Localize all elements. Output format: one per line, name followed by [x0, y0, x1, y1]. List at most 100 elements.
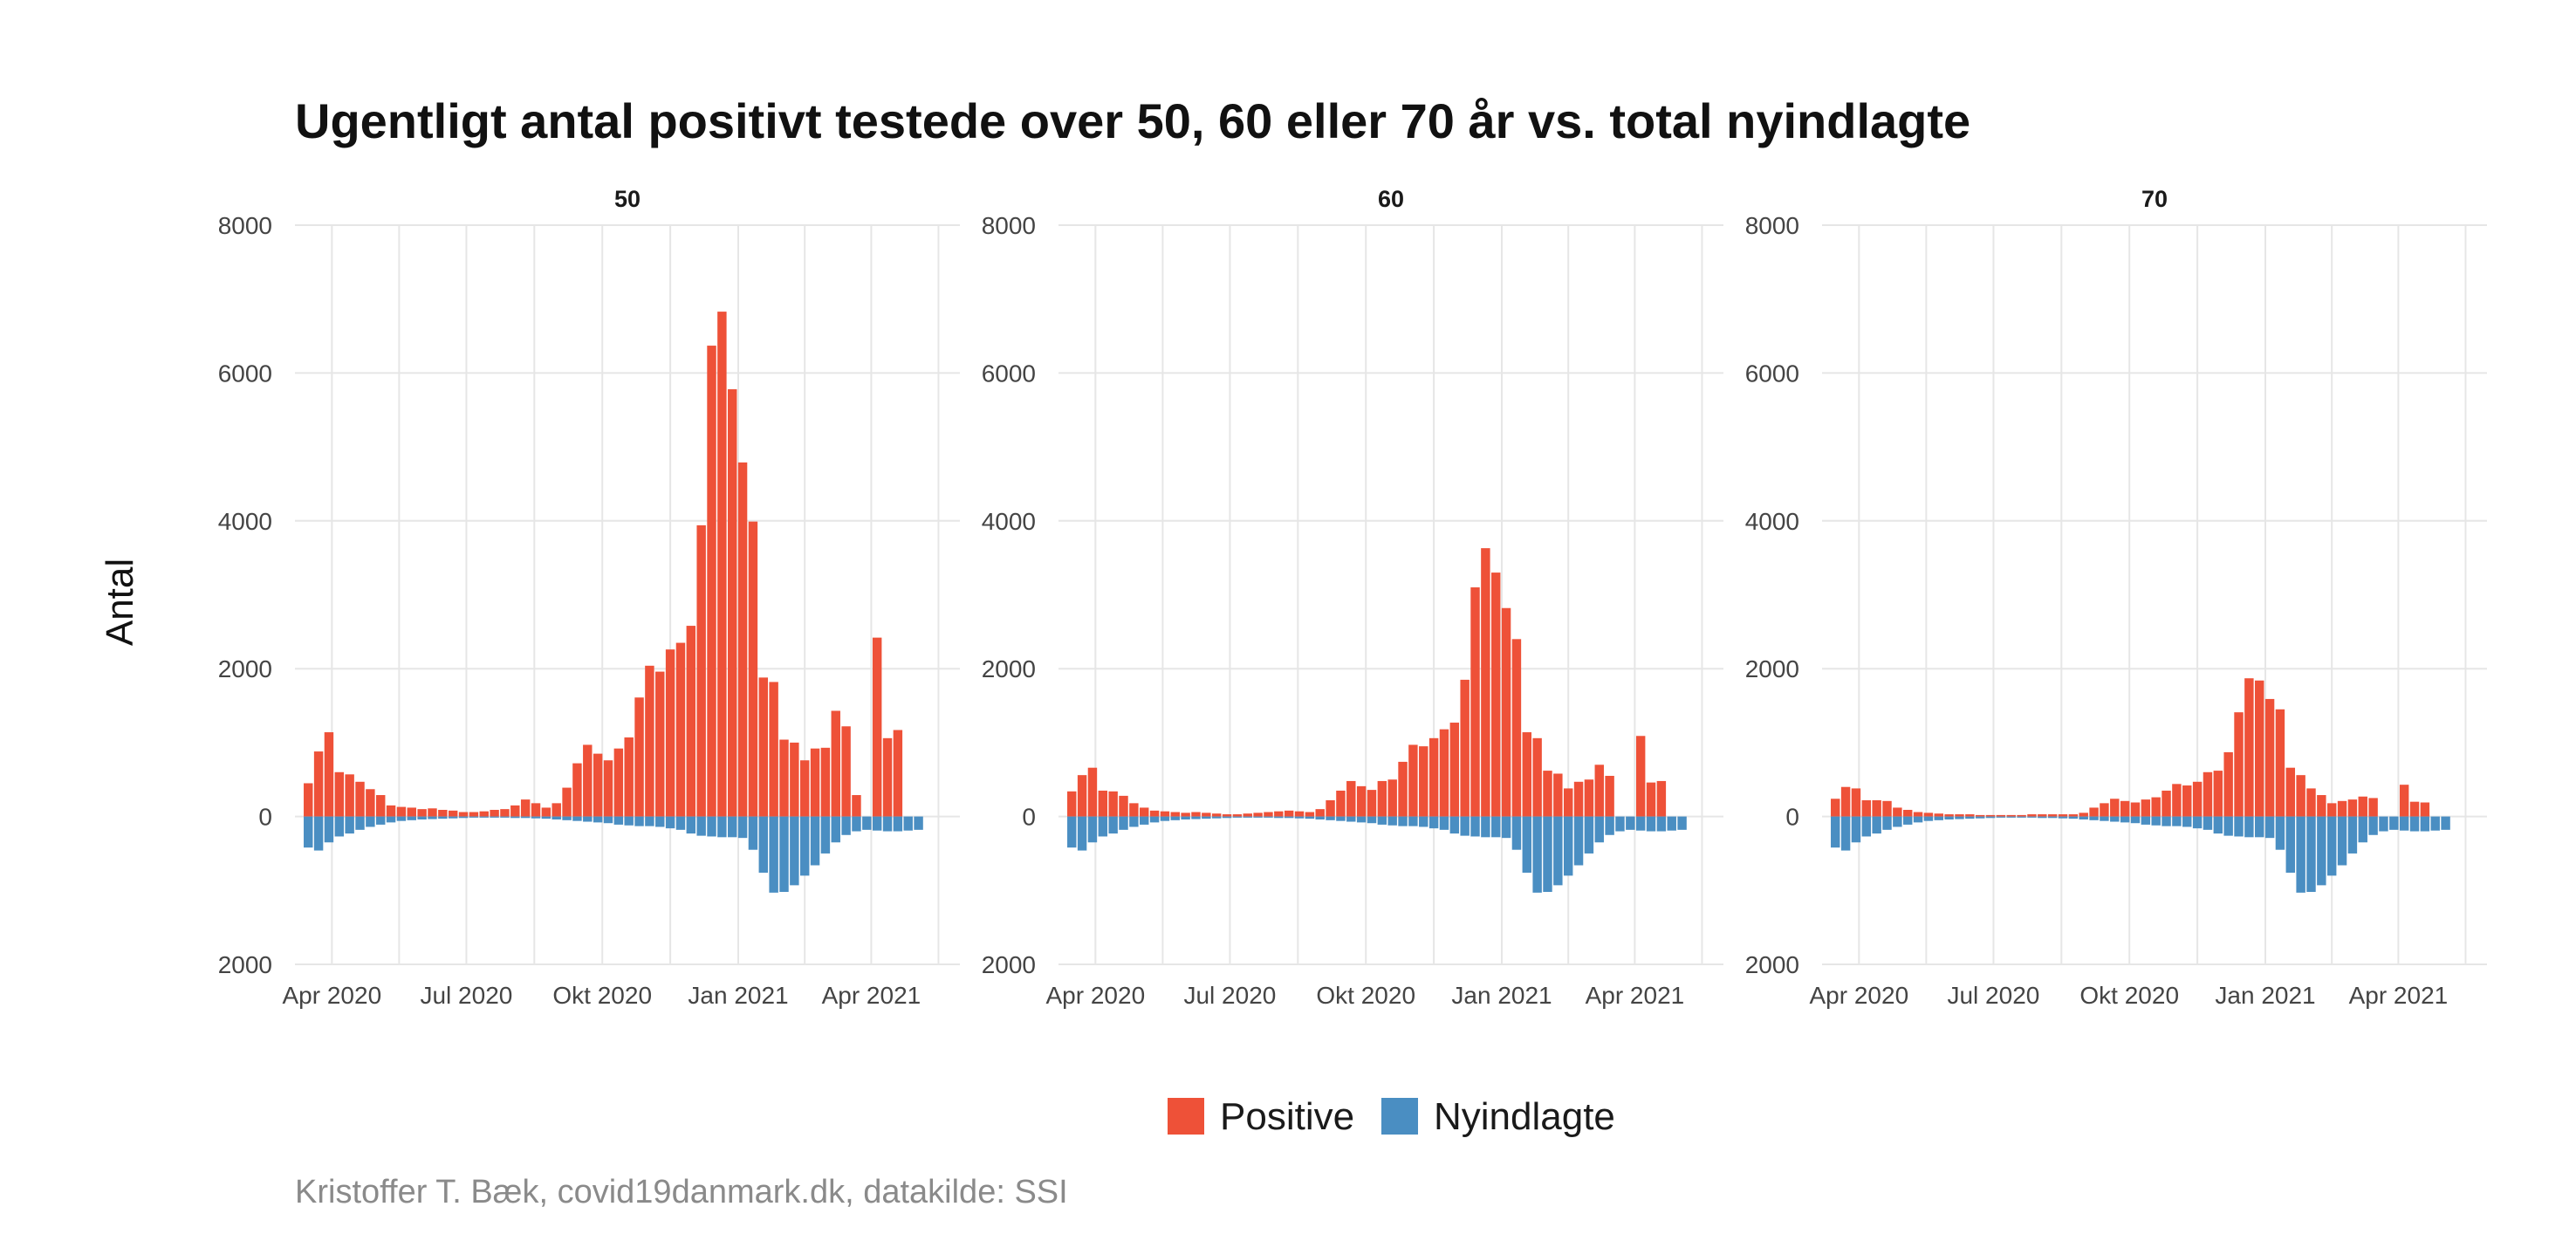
- bar-positive: [1913, 812, 1923, 817]
- bar-positive: [686, 626, 696, 817]
- bar-nyindlagte: [490, 816, 499, 818]
- bar-positive: [552, 803, 561, 817]
- bar-nyindlagte: [552, 816, 561, 819]
- x-tick-label: Jan 2021: [688, 982, 788, 1009]
- bar-positive: [841, 726, 851, 817]
- bar-nyindlagte: [634, 816, 644, 826]
- bar-positive: [1377, 780, 1387, 817]
- bar-nyindlagte: [2264, 816, 2275, 839]
- bar-positive: [448, 810, 458, 817]
- bar-nyindlagte: [1202, 816, 1211, 819]
- bar-nyindlagte: [613, 816, 624, 825]
- bar-positive: [2234, 712, 2244, 817]
- bar-positive: [1605, 776, 1614, 817]
- bar-positive: [583, 744, 593, 817]
- y-tick-label: 8000: [982, 212, 1036, 239]
- bar-nyindlagte: [655, 816, 665, 827]
- bar-nyindlagte: [1944, 816, 1954, 819]
- bar-nyindlagte: [603, 816, 613, 824]
- bar-positive: [2275, 709, 2285, 817]
- bar-nyindlagte: [1893, 816, 1902, 827]
- bar-positive: [2337, 800, 2347, 817]
- bar-positive: [1882, 800, 1892, 817]
- bar-positive: [799, 760, 810, 817]
- x-tick-label: Jul 2020: [1947, 982, 2039, 1009]
- bar-nyindlagte: [1646, 816, 1656, 832]
- bar-positive: [1149, 810, 1160, 817]
- x-tick-label: Jul 2020: [420, 982, 512, 1009]
- bar-nyindlagte: [1326, 816, 1335, 820]
- bar-nyindlagte: [479, 816, 489, 818]
- bar-nyindlagte: [2420, 816, 2430, 832]
- bar-nyindlagte: [1861, 816, 1872, 837]
- bar-positive: [1087, 767, 1098, 817]
- bar-nyindlagte: [1077, 816, 1087, 851]
- bar-nyindlagte: [862, 816, 872, 830]
- bar-nyindlagte: [1553, 816, 1563, 886]
- bar-nyindlagte: [1139, 816, 1149, 825]
- bar-positive: [304, 783, 313, 817]
- bar-nyindlagte: [1243, 816, 1252, 818]
- bar-positive: [355, 781, 365, 817]
- bar-nyindlagte: [1387, 816, 1397, 826]
- bar-positive: [407, 807, 416, 817]
- bar-positive: [675, 642, 686, 817]
- bar-nyindlagte: [1439, 816, 1449, 830]
- bar-positive: [1108, 791, 1118, 817]
- y-tick-label: 6000: [982, 360, 1036, 387]
- bar-nyindlagte: [2296, 816, 2305, 893]
- caption: Kristoffer T. Bæk, covid19danmark.dk, da…: [295, 1174, 1068, 1210]
- bar-nyindlagte: [1955, 816, 1964, 819]
- bar-nyindlagte: [2058, 816, 2068, 819]
- bar-positive: [1563, 788, 1573, 817]
- bar-positive: [1077, 775, 1087, 817]
- bar-positive: [386, 805, 396, 817]
- bar-positive: [1851, 788, 1861, 817]
- bar-nyindlagte: [1831, 816, 1840, 848]
- bar-nyindlagte: [1470, 816, 1480, 837]
- bar-positive: [603, 760, 613, 817]
- bar-nyindlagte: [469, 816, 479, 818]
- y-tick-label: 2000: [218, 951, 272, 978]
- x-tick-label: Apr 2020: [1810, 982, 1909, 1009]
- bar-positive: [458, 812, 469, 817]
- bar-nyindlagte: [1211, 816, 1222, 819]
- bar-positive: [428, 808, 437, 817]
- bar-positive: [758, 677, 769, 817]
- bar-nyindlagte: [1934, 816, 1943, 820]
- bar-nyindlagte: [562, 816, 572, 820]
- x-tick-label: Okt 2020: [1316, 982, 1415, 1009]
- bar-nyindlagte: [500, 816, 510, 818]
- bar-nyindlagte: [355, 816, 365, 830]
- bar-nyindlagte: [852, 816, 861, 832]
- bar-nyindlagte: [531, 816, 541, 819]
- facet-strip-label: 70: [2141, 186, 2168, 212]
- bar-positive: [2141, 799, 2151, 817]
- y-tick-label: 2000: [982, 655, 1036, 682]
- bar-positive: [779, 739, 789, 817]
- bar-positive: [2368, 798, 2378, 817]
- bar-positive: [613, 748, 624, 817]
- bar-positive: [396, 806, 407, 817]
- bar-nyindlagte: [1191, 816, 1201, 819]
- bar-positive: [1326, 799, 1335, 817]
- bar-nyindlagte: [914, 816, 923, 830]
- bar-nyindlagte: [1305, 816, 1315, 819]
- bar-nyindlagte: [2151, 816, 2161, 826]
- bar-positive: [334, 771, 345, 817]
- bar-nyindlagte: [2317, 816, 2326, 886]
- bar-positive: [1840, 786, 1851, 817]
- bar-positive: [500, 809, 510, 817]
- bar-positive: [2068, 814, 2079, 817]
- bar-positive: [479, 811, 489, 817]
- bar-nyindlagte: [893, 816, 903, 832]
- bar-nyindlagte: [345, 816, 354, 834]
- bar-positive: [1274, 811, 1284, 817]
- bar-nyindlagte: [882, 816, 893, 832]
- bar-nyindlagte: [1522, 816, 1532, 873]
- bar-positive: [541, 807, 552, 817]
- bar-nyindlagte: [2068, 816, 2079, 819]
- bar-positive: [1419, 746, 1428, 817]
